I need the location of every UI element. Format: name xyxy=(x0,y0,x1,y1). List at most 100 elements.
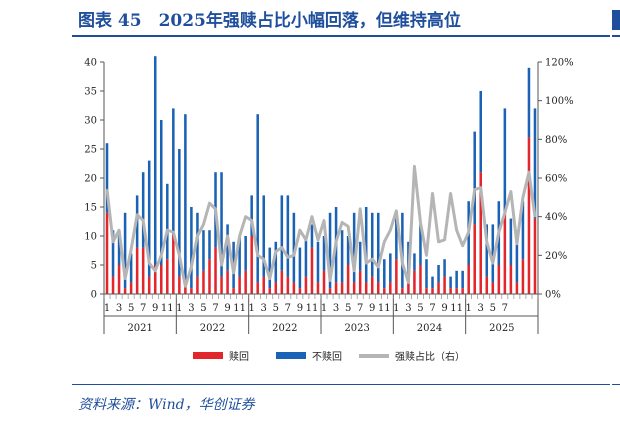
bar-redeemed xyxy=(533,218,537,294)
ratio-point xyxy=(262,258,265,261)
bar-not-redeemed xyxy=(389,253,392,283)
ratio-point xyxy=(419,221,422,224)
ratio-point xyxy=(208,202,211,204)
bar-redeemed xyxy=(407,276,410,294)
ratio-point xyxy=(467,231,470,233)
ratio-point xyxy=(220,264,223,266)
bar-not-redeemed xyxy=(328,212,332,289)
ratio-point xyxy=(473,188,476,191)
ratio-point xyxy=(190,266,193,268)
bar-redeemed xyxy=(111,276,115,294)
bar-redeemed xyxy=(358,270,362,294)
legend-swatch-not-redeemed xyxy=(276,352,306,359)
year-tick-label: 2021 xyxy=(127,323,152,334)
ratio-point xyxy=(528,171,530,173)
ratio-point xyxy=(401,262,404,264)
ratio-point xyxy=(395,210,398,212)
ratio-point xyxy=(112,241,114,243)
bar-redeemed xyxy=(473,224,476,294)
bar-redeemed xyxy=(376,282,380,294)
bar-not-redeemed xyxy=(304,236,308,277)
bar-not-redeemed xyxy=(425,259,428,289)
ratio-point xyxy=(238,235,241,237)
bar-redeemed xyxy=(425,288,428,294)
bar-redeemed xyxy=(292,282,296,294)
bar-redeemed xyxy=(262,276,266,294)
bar-not-redeemed xyxy=(274,241,278,283)
ratio-line-series xyxy=(105,164,537,288)
bar-redeemed xyxy=(401,288,404,294)
bar-not-redeemed xyxy=(280,195,284,271)
bar-not-redeemed xyxy=(479,91,483,173)
bar-not-redeemed xyxy=(250,195,253,236)
month-tick-label: 1 xyxy=(321,303,327,314)
ratio-point xyxy=(353,270,355,272)
ratio-point xyxy=(281,246,283,249)
bar-redeemed xyxy=(503,212,507,294)
legend-label-not-redeemed: 不赎回 xyxy=(312,350,342,363)
bar-redeemed xyxy=(304,276,308,294)
bar-redeemed xyxy=(250,236,253,294)
bar-redeemed xyxy=(268,288,272,294)
bar-not-redeemed xyxy=(515,230,519,283)
bar-not-redeemed xyxy=(262,195,266,277)
bar-redeemed xyxy=(370,276,374,294)
bar-redeemed xyxy=(298,288,302,294)
bar-not-redeemed xyxy=(364,207,368,283)
bar-redeemed xyxy=(310,247,314,294)
right-tick-label: 0% xyxy=(545,290,561,301)
ratio-point xyxy=(214,208,217,210)
left-tick-label: 25 xyxy=(84,145,97,156)
month-tick-label: 11 xyxy=(450,303,463,314)
bar-redeemed xyxy=(455,288,458,294)
left-tick-label: 15 xyxy=(84,203,97,214)
bar-not-redeemed xyxy=(196,212,199,277)
month-tick-label: 1 xyxy=(393,303,399,314)
bar-not-redeemed xyxy=(443,259,446,277)
left-tick-label: 35 xyxy=(84,87,97,98)
bar-redeemed xyxy=(419,265,422,294)
bar-not-redeemed xyxy=(184,114,187,283)
bar-not-redeemed xyxy=(352,212,356,283)
bar-not-redeemed xyxy=(111,230,115,277)
month-tick-label: 3 xyxy=(333,303,339,314)
bar-redeemed xyxy=(527,137,531,294)
month-tick-label: 3 xyxy=(116,303,122,314)
ratio-point xyxy=(389,229,392,231)
ratio-point xyxy=(160,254,163,257)
bar-redeemed xyxy=(497,265,501,294)
ratio-point xyxy=(124,277,126,280)
bar-not-redeemed xyxy=(286,195,290,277)
year-tick-label: 2023 xyxy=(344,323,369,334)
left-tick-label: 5 xyxy=(91,261,97,272)
ratio-point xyxy=(106,188,108,191)
bar-redeemed xyxy=(413,270,416,294)
month-tick-label: 1 xyxy=(248,303,254,314)
bar-redeemed xyxy=(449,288,452,294)
ratio-point xyxy=(431,192,434,195)
bar-redeemed xyxy=(202,270,205,294)
bar-not-redeemed xyxy=(383,259,386,289)
month-tick-label: 9 xyxy=(224,303,230,314)
bar-redeemed xyxy=(521,259,525,294)
bar-redeemed xyxy=(178,276,181,294)
bar-not-redeemed xyxy=(147,160,151,277)
bar-redeemed xyxy=(389,282,392,294)
ratio-point xyxy=(498,231,500,233)
bar-series xyxy=(105,56,537,294)
bar-not-redeemed xyxy=(346,236,350,265)
ratio-point xyxy=(293,254,295,257)
bar-not-redeemed xyxy=(298,247,302,289)
bar-redeemed xyxy=(172,236,175,294)
month-tick-label: 9 xyxy=(152,303,158,314)
ratio-point xyxy=(455,229,458,231)
ratio-point xyxy=(274,250,277,253)
bar-redeemed xyxy=(274,282,278,294)
ratio-point xyxy=(244,215,247,218)
ratio-point xyxy=(232,271,235,274)
bar-not-redeemed xyxy=(521,201,525,260)
left-tick-label: 30 xyxy=(84,116,97,127)
bar-redeemed xyxy=(364,282,368,294)
right-tick-label: 20% xyxy=(545,251,567,262)
bar-redeemed xyxy=(117,265,121,294)
